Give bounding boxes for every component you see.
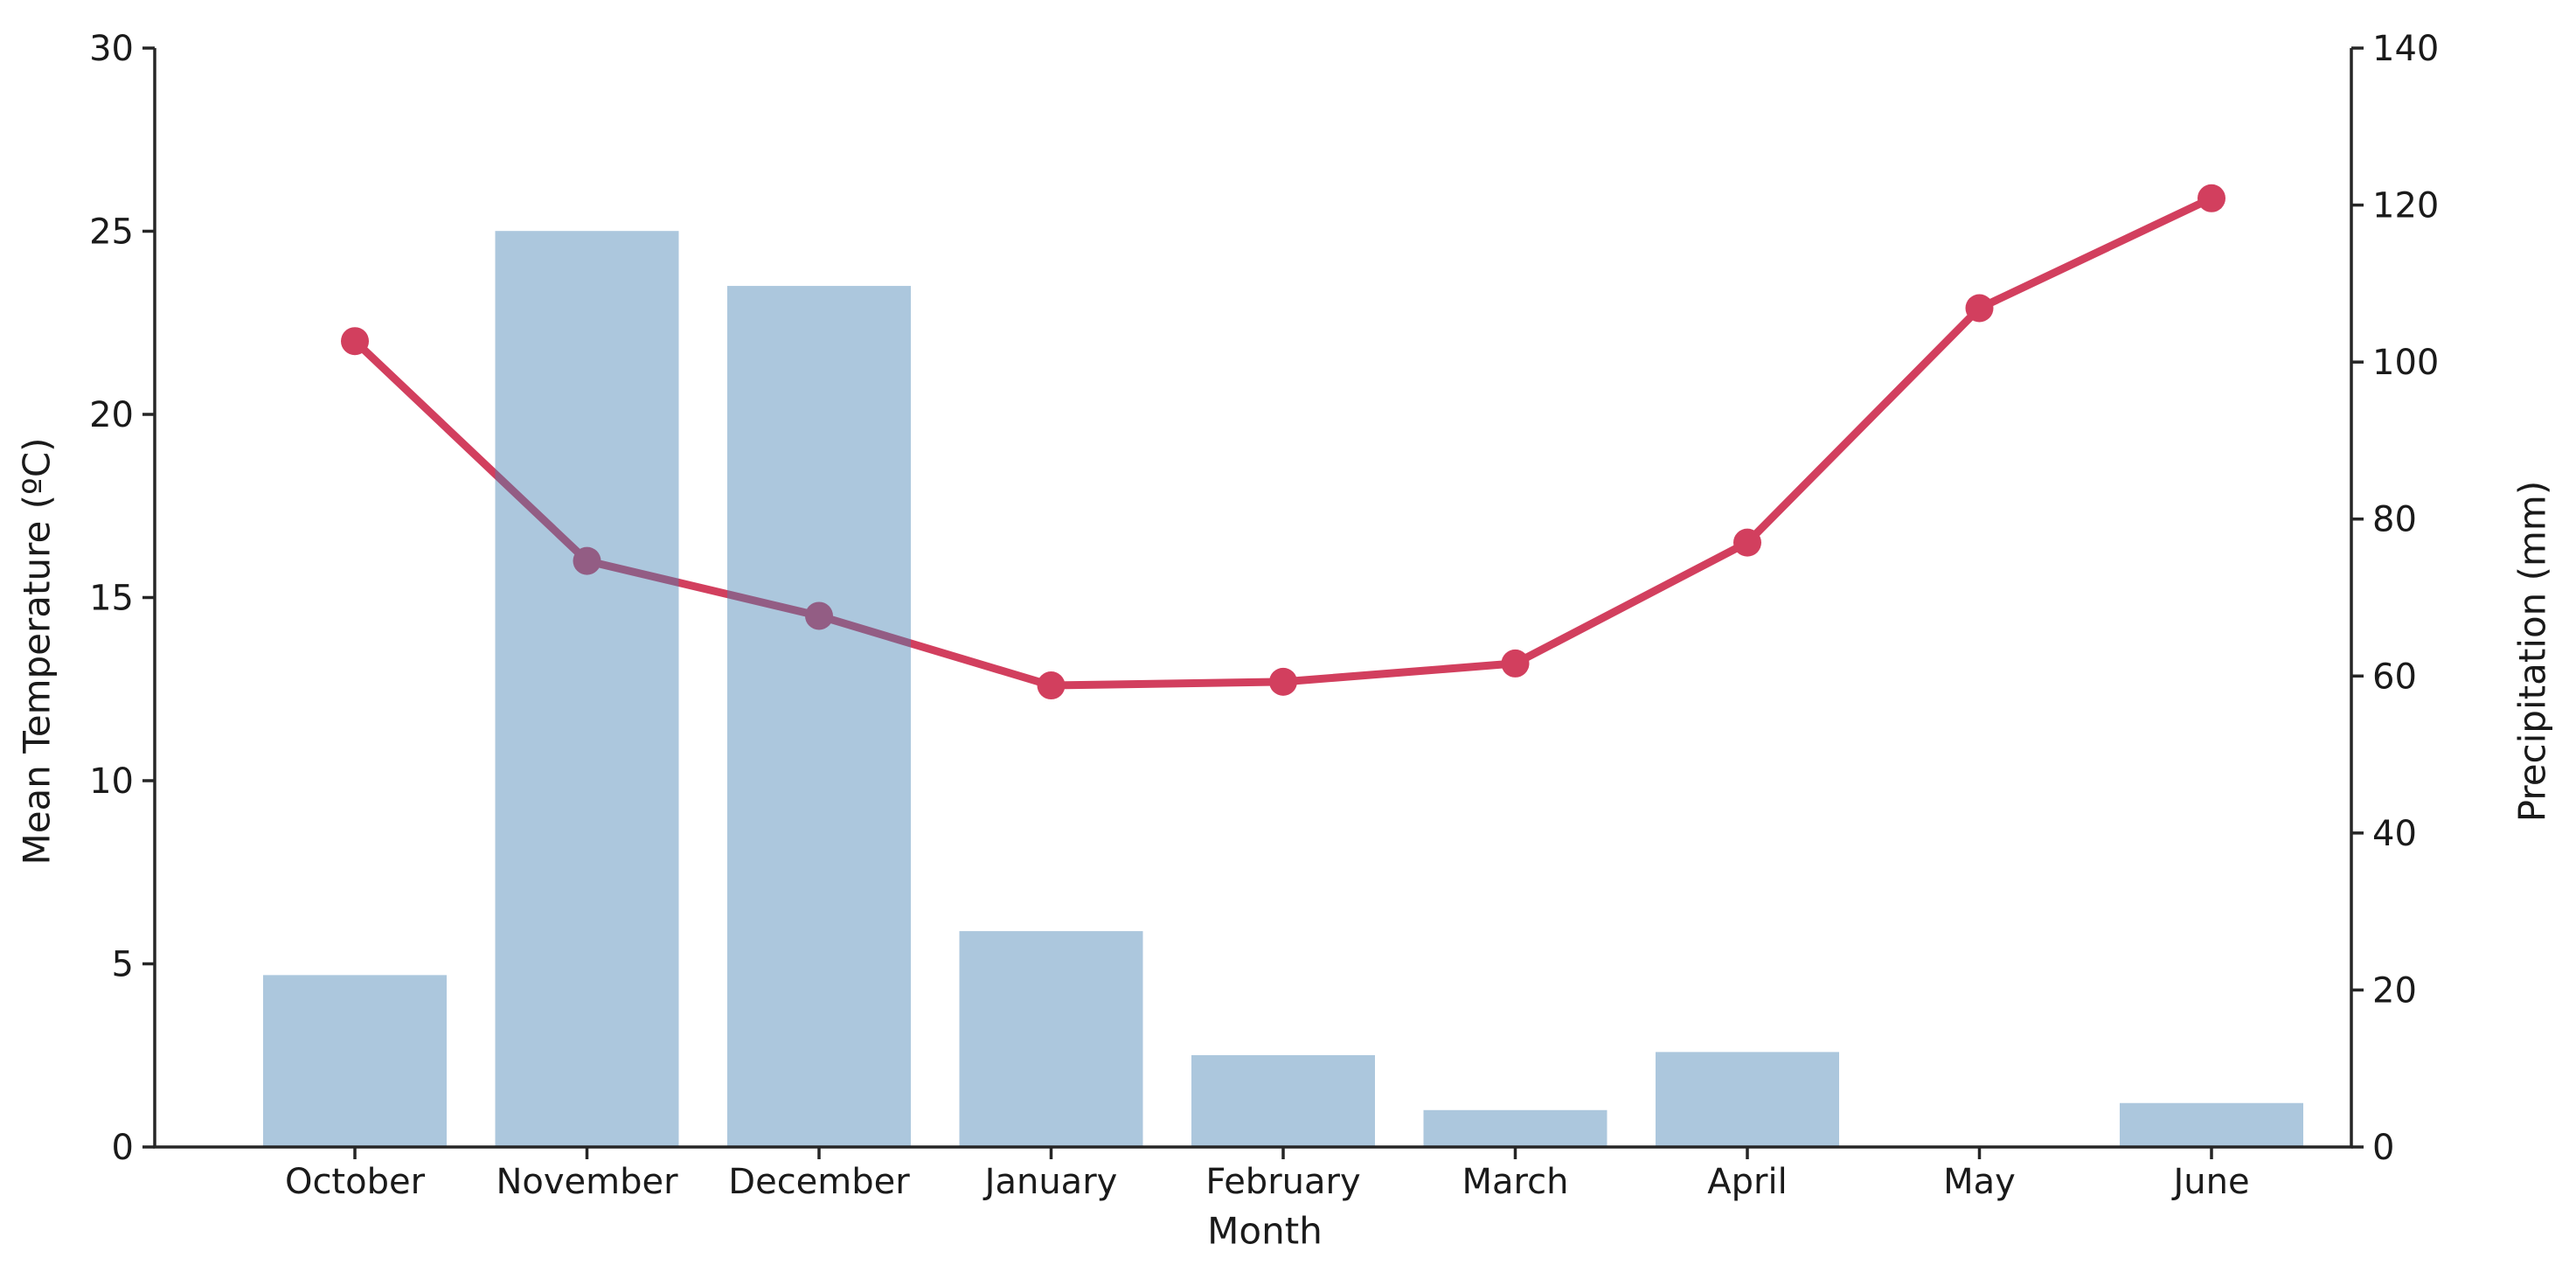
right-tick-label-120: 120 [2372, 186, 2439, 226]
x-axis-title: Month [1207, 1209, 1323, 1253]
x-tick-label-may: May [1943, 1162, 2016, 1202]
precipitation-bar-december [727, 286, 911, 1147]
temperature-point-february [1269, 667, 1297, 696]
temperature-point-january [1037, 671, 1066, 700]
right-tick-label-60: 60 [2372, 657, 2417, 697]
right-tick-label-40: 40 [2372, 814, 2417, 854]
temperature-point-march [1501, 649, 1530, 678]
x-tick-label-june: June [2170, 1162, 2249, 1202]
precipitation-bar-november [495, 231, 679, 1148]
left-tick-label-20: 20 [89, 395, 134, 435]
temperature-point-may [1965, 294, 1994, 323]
x-tick-label-april: April [1707, 1162, 1787, 1202]
x-tick-label-december: December [728, 1162, 910, 1202]
right-tick-label-140: 140 [2372, 29, 2439, 69]
left-tick-label-15: 15 [89, 579, 134, 619]
temperature-point-october [341, 327, 369, 356]
temperature-point-december [805, 601, 833, 630]
precipitation-bar-march [1423, 1109, 1607, 1147]
temperature-point-april [1733, 528, 1761, 557]
right-tick-label-20: 20 [2372, 970, 2417, 1011]
left-tick-label-30: 30 [89, 29, 134, 69]
right-axis-title: Precipitation (mm) [2510, 480, 2554, 823]
right-tick-label-100: 100 [2372, 343, 2439, 383]
right-tick-label-80: 80 [2372, 500, 2417, 540]
x-tick-label-november: November [496, 1162, 678, 1202]
left-tick-label-5: 5 [112, 945, 134, 985]
precipitation-bar-february [1191, 1054, 1375, 1147]
x-tick-label-march: March [1462, 1162, 1569, 1202]
left-tick-label-0: 0 [112, 1128, 134, 1168]
precipitation-bar-april [1656, 1052, 1839, 1147]
left-axis-title: Mean Temperature (ºC) [15, 437, 59, 865]
temperature-point-november [573, 546, 601, 575]
temperature-point-june [2198, 184, 2225, 212]
left-tick-label-10: 10 [89, 761, 134, 802]
x-tick-label-october: October [285, 1162, 426, 1202]
left-tick-label-25: 25 [89, 212, 134, 253]
precipitation-bar-january [959, 931, 1143, 1147]
x-tick-label-february: February [1205, 1162, 1360, 1202]
right-tick-label-0: 0 [2372, 1128, 2394, 1168]
precipitation-bar-june [2120, 1102, 2303, 1147]
precipitation-bar-october [263, 975, 447, 1147]
x-tick-label-january: January [982, 1162, 1118, 1202]
